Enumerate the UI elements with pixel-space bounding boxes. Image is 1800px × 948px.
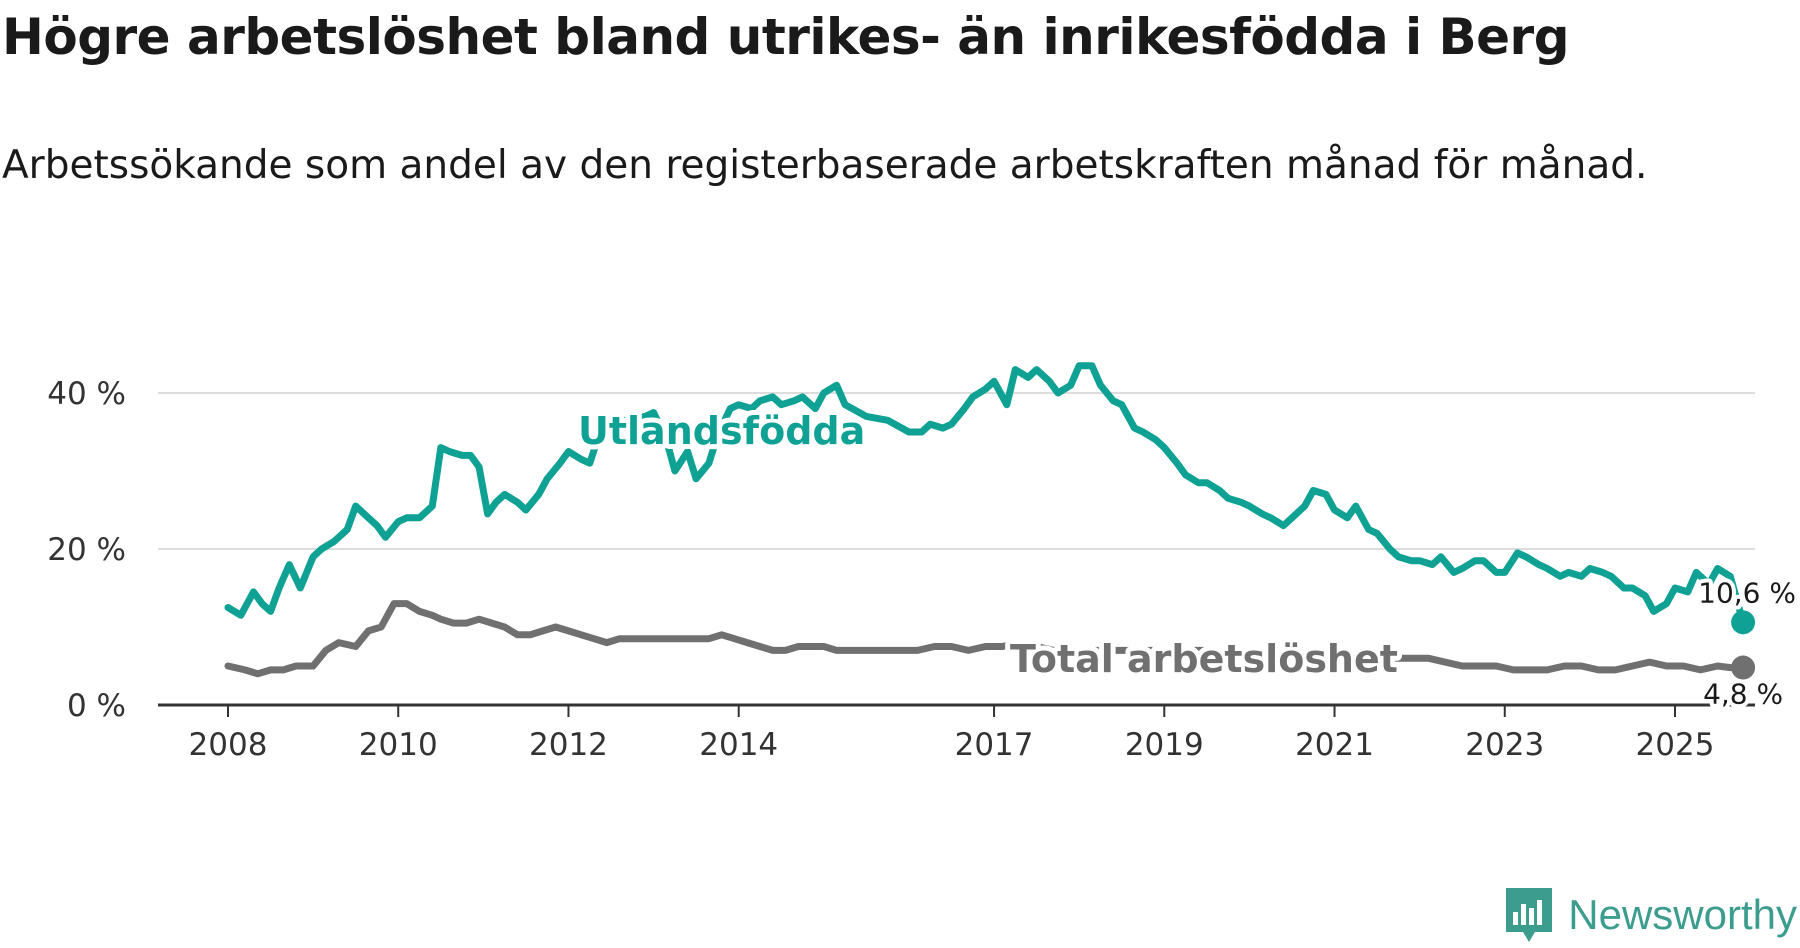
x-tick-label: 2014 xyxy=(699,727,778,763)
chart-title: Högre arbetslöshet bland utrikes- än inr… xyxy=(2,8,1570,66)
x-tick-label: 2017 xyxy=(955,727,1034,763)
x-tick-label: 2021 xyxy=(1295,727,1374,763)
brand-name: Newsworthy xyxy=(1568,891,1797,938)
x-axis: 2008 2010 2012 2014 2017 2019 2021 2023 2025 xyxy=(158,703,1755,763)
series-end-point xyxy=(1731,655,1756,680)
series-label-utlandsfodda: Utlandsfödda xyxy=(578,409,865,453)
end-value-label-halo: 10,6 % xyxy=(1698,576,1796,609)
series-label-total-halo: Total arbetslöshet xyxy=(1010,637,1398,681)
series-line-total xyxy=(224,600,1747,678)
series-end-point xyxy=(1731,610,1756,635)
end-value-label-total: 4,8 % xyxy=(1703,678,1783,711)
y-tick-label: 20 % xyxy=(47,532,126,568)
end-value-label-halo: 4,8 % xyxy=(1703,678,1783,711)
x-tick-label: 2008 xyxy=(189,727,268,763)
series-label-utlandsfodda-halo: Utlandsfödda xyxy=(578,409,865,453)
x-tick-label: 2025 xyxy=(1636,727,1715,763)
series-layer xyxy=(224,362,1756,680)
chart-subtitle: Arbetssökande som andel av den registerb… xyxy=(2,143,1648,188)
y-tick-label: 0 % xyxy=(67,688,126,724)
x-tick-label: 2010 xyxy=(359,727,438,763)
y-tick-label: 40 % xyxy=(47,376,126,412)
x-tick-label: 2019 xyxy=(1125,727,1204,763)
y-axis-labels: 0 % 20 % 40 % xyxy=(47,376,126,724)
series-line-utlandsfodda xyxy=(224,362,1747,626)
newsworthy-logo-icon xyxy=(1506,888,1553,942)
series-label-total: Total arbetslöshet xyxy=(1010,637,1398,681)
x-tick-label: 2023 xyxy=(1465,727,1544,763)
end-value-label-utlandsfodda: 10,6 % xyxy=(1698,576,1796,609)
newsworthy-brand[interactable]: Newsworthy xyxy=(1504,886,1797,944)
y-gridlines xyxy=(158,392,1755,550)
x-tick-label: 2012 xyxy=(529,727,608,763)
